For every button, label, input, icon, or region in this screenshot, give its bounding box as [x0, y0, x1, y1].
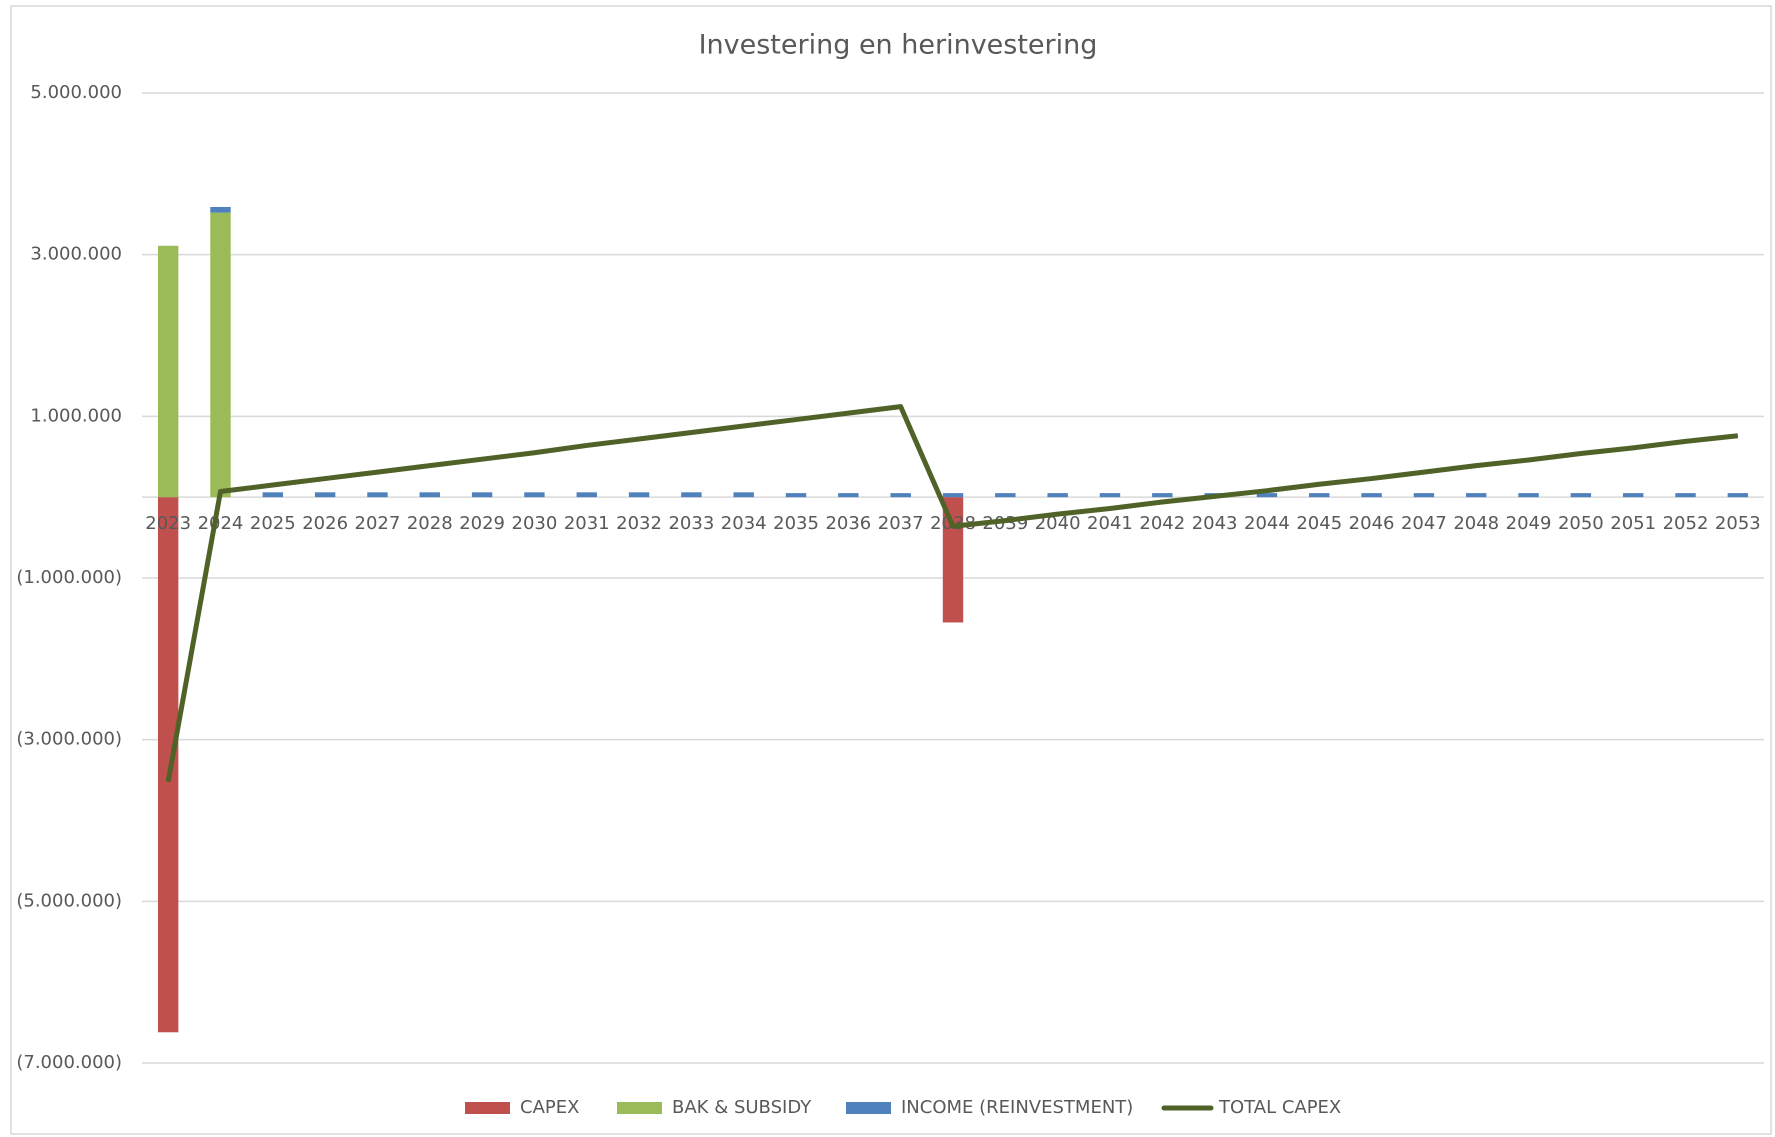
x-tick-label: 2031 [564, 513, 610, 534]
x-tick-label: 2026 [302, 513, 348, 534]
x-tick-label: 2048 [1453, 513, 1499, 534]
y-tick-label: (7.000.000) [16, 1052, 122, 1073]
bar [157, 497, 179, 1033]
x-tick-label: 2036 [825, 513, 871, 534]
bar [419, 492, 440, 498]
line [165, 404, 1739, 783]
x-tick-label: 2025 [250, 513, 296, 534]
bar [210, 212, 231, 498]
bar [733, 492, 754, 498]
bar [471, 492, 493, 498]
x-tick-label: 2043 [1192, 513, 1238, 534]
y-tick-label: (1.000.000) [16, 567, 122, 588]
x-tick-label: 2050 [1558, 513, 1604, 534]
bar [1413, 493, 1435, 498]
y-tick-label: (5.000.000) [16, 890, 122, 911]
y-tick-label: 1.000.000 [30, 405, 122, 426]
legend-label: TOTAL CAPEX [1218, 1097, 1341, 1118]
x-tick-label: 2033 [668, 513, 714, 534]
bar [524, 492, 545, 498]
bar [995, 493, 1016, 498]
y-tick-label: 3.000.000 [30, 244, 122, 265]
bar [628, 492, 650, 498]
bar [367, 492, 388, 498]
x-tick-label: 2045 [1296, 513, 1342, 534]
x-tick-label: 2041 [1087, 513, 1133, 534]
x-tick-label: 2040 [1035, 513, 1081, 534]
bar [1570, 493, 1592, 498]
x-tick-label: 2023 [145, 513, 191, 534]
x-tick-label: 2052 [1663, 513, 1709, 534]
bar [157, 245, 179, 498]
bar [1256, 493, 1278, 498]
bar [1727, 493, 1749, 498]
legend-label: BAK & SUBSIDY [672, 1097, 812, 1118]
bar [1675, 493, 1696, 498]
bar [890, 493, 911, 498]
bar [262, 492, 284, 498]
bar [1622, 493, 1644, 498]
bar [1466, 493, 1487, 498]
x-tick-label: 2034 [721, 513, 767, 534]
x-tick-label: 2046 [1349, 513, 1395, 534]
bar [314, 492, 336, 498]
bar [1361, 493, 1382, 498]
bar [681, 492, 702, 498]
x-tick-label: 2053 [1715, 513, 1761, 534]
x-tick-label: 2051 [1610, 513, 1656, 534]
x-tick-label: 2044 [1244, 513, 1290, 534]
x-tick-label: 2037 [878, 513, 924, 534]
x-tick-label: 2029 [459, 513, 505, 534]
bar [210, 206, 231, 213]
bar [1309, 493, 1330, 498]
x-tick-label: 2030 [512, 513, 558, 534]
bar [942, 493, 964, 498]
x-tick-label: 2049 [1506, 513, 1552, 534]
x-tick-label: 2027 [355, 513, 401, 534]
x-tick-label: 2035 [773, 513, 819, 534]
legend-label: INCOME (REINVESTMENT) [901, 1097, 1133, 1118]
x-tick-label: 2032 [616, 513, 662, 534]
bar [942, 497, 964, 623]
bar [785, 493, 807, 498]
y-tick-label: 5.000.000 [30, 82, 122, 103]
bar [838, 493, 859, 498]
x-tick-label: 2042 [1139, 513, 1185, 534]
bar [1099, 493, 1121, 498]
bar [1047, 493, 1068, 498]
bar [1518, 493, 1539, 498]
y-tick-label: (3.000.000) [16, 729, 122, 750]
legend-swatch [617, 1102, 662, 1114]
bar [576, 492, 597, 498]
x-tick-label: 2047 [1401, 513, 1447, 534]
legend-label: CAPEX [520, 1097, 579, 1118]
bar [1152, 493, 1173, 498]
legend-swatch [846, 1102, 891, 1114]
chart-frame [10, 5, 1772, 1135]
chart-title: Investering en herinvestering [699, 30, 1098, 61]
x-tick-label: 2028 [407, 513, 453, 534]
x-tick-label: 2024 [198, 513, 244, 534]
legend-swatch [465, 1102, 510, 1114]
